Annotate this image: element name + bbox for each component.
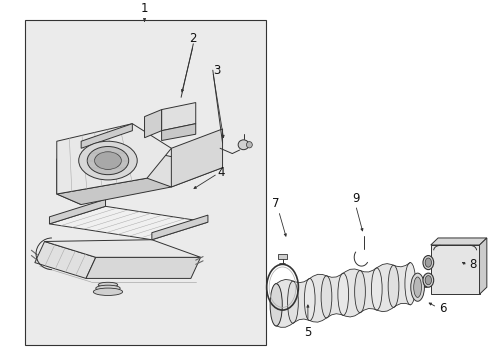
- Polygon shape: [49, 206, 207, 240]
- Text: 2: 2: [189, 32, 197, 45]
- Polygon shape: [57, 159, 81, 204]
- Polygon shape: [49, 199, 105, 224]
- Polygon shape: [57, 178, 171, 204]
- Ellipse shape: [246, 141, 252, 148]
- Text: 6: 6: [439, 302, 446, 315]
- Text: 8: 8: [468, 258, 475, 271]
- Polygon shape: [152, 215, 207, 240]
- Ellipse shape: [410, 273, 424, 301]
- Ellipse shape: [387, 265, 398, 307]
- Ellipse shape: [321, 276, 331, 318]
- Ellipse shape: [337, 273, 348, 315]
- Ellipse shape: [424, 276, 430, 285]
- Polygon shape: [81, 148, 222, 187]
- Ellipse shape: [287, 281, 298, 323]
- Ellipse shape: [371, 268, 381, 310]
- Ellipse shape: [238, 140, 248, 150]
- Polygon shape: [44, 240, 200, 257]
- Ellipse shape: [94, 152, 121, 170]
- Polygon shape: [86, 257, 200, 278]
- Polygon shape: [57, 124, 171, 194]
- Text: 9: 9: [351, 192, 359, 204]
- Text: 3: 3: [212, 64, 220, 77]
- Polygon shape: [161, 124, 195, 140]
- Ellipse shape: [87, 147, 128, 175]
- Ellipse shape: [270, 284, 281, 326]
- Polygon shape: [161, 103, 195, 131]
- Polygon shape: [430, 238, 486, 245]
- Ellipse shape: [413, 277, 421, 297]
- Bar: [277, 254, 287, 259]
- Polygon shape: [35, 242, 96, 278]
- Polygon shape: [81, 124, 132, 148]
- Polygon shape: [171, 129, 222, 187]
- Ellipse shape: [404, 262, 415, 305]
- Ellipse shape: [79, 141, 137, 180]
- Ellipse shape: [93, 288, 122, 296]
- Ellipse shape: [269, 284, 282, 326]
- Text: 4: 4: [217, 166, 224, 179]
- Polygon shape: [144, 109, 161, 138]
- Ellipse shape: [96, 285, 120, 291]
- Ellipse shape: [354, 270, 365, 313]
- Ellipse shape: [422, 273, 433, 287]
- Ellipse shape: [424, 258, 430, 267]
- Polygon shape: [479, 238, 486, 294]
- Polygon shape: [276, 262, 409, 327]
- Ellipse shape: [98, 282, 118, 287]
- Text: 7: 7: [272, 197, 279, 210]
- Polygon shape: [430, 245, 479, 294]
- Text: 1: 1: [141, 2, 148, 15]
- Ellipse shape: [304, 278, 314, 321]
- Ellipse shape: [422, 256, 433, 270]
- Text: 5: 5: [304, 326, 311, 339]
- Bar: [25, 20, 266, 345]
